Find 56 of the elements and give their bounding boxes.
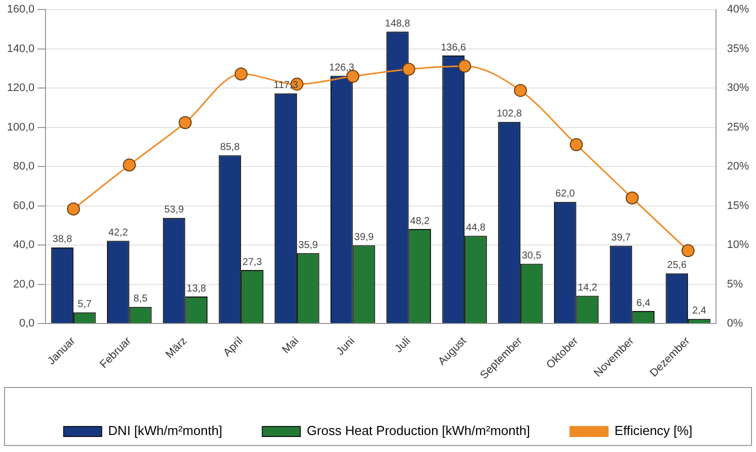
data-label: 38,8 [52, 234, 72, 246]
data-label: 39,9 [354, 232, 374, 244]
point [458, 60, 472, 73]
point [234, 67, 248, 80]
x-tick-label: Juli [392, 335, 413, 356]
y2-tick-label: 40% [726, 4, 750, 16]
y-tick-label: 80,0 [13, 160, 35, 173]
point [626, 192, 639, 205]
data-label: 25,6 [667, 260, 688, 272]
data-label: 126,3 [329, 62, 355, 74]
x-tick-label: Mai [280, 335, 302, 356]
y2-tick-label: 35% [726, 42, 750, 55]
y2-tick-label: 5% [726, 278, 744, 290]
data-label: 53,9 [164, 204, 184, 216]
data-label: 48,2 [410, 216, 430, 227]
y-tick-label: 60,0 [13, 200, 35, 212]
data-label: 39,7 [611, 232, 632, 244]
y2-tick-label: 10% [726, 239, 750, 252]
data-label: 8,5 [134, 294, 148, 305]
y-tick-label: 20,0 [13, 278, 35, 290]
data-label: 44,8 [466, 222, 486, 234]
data-label: 62,0 [555, 188, 576, 200]
data-label: 6,4 [636, 298, 651, 309]
y-tick-label: 40,0 [13, 239, 35, 252]
point [514, 84, 527, 97]
data-label: 136,6 [440, 42, 466, 54]
y2-tick-label: 25% [726, 121, 750, 134]
point [122, 158, 136, 172]
data-label: 14,2 [578, 282, 598, 294]
point [682, 244, 695, 258]
data-label: 5,7 [78, 299, 92, 310]
y-tick-label: 0,0 [19, 318, 35, 330]
data-label: 85,8 [220, 142, 240, 153]
point [66, 202, 80, 216]
data-label: 102,8 [496, 108, 522, 120]
y2-tick-label: 0% [726, 318, 744, 330]
data-label: 2,4 [692, 306, 707, 317]
y2-tick-label: 20% [726, 160, 750, 173]
y-tick-label: 100,0 [6, 121, 35, 134]
data-label: 27,3 [242, 256, 262, 268]
data-label: 42,2 [108, 228, 128, 239]
y-tick-label: 120,0 [6, 82, 35, 94]
y-tick-label: 160,0 [6, 4, 35, 16]
point [570, 138, 583, 152]
legend-label: DNI [kWh/m²month] [108, 423, 222, 438]
legend-label: Gross Heat Production [kWh/m²month] [306, 423, 530, 438]
y-tick-label: 140,0 [6, 42, 35, 55]
data-label: 148,8 [385, 18, 410, 30]
y2-tick-label: 30% [726, 82, 750, 94]
data-label: 13,8 [186, 283, 207, 294]
data-label: 30,5 [522, 250, 542, 262]
y2-tick-label: 15% [726, 200, 750, 212]
point [178, 116, 192, 130]
legend-label: Efficiency [%] [614, 423, 692, 438]
data-label: 35,9 [298, 240, 318, 251]
point [402, 62, 416, 76]
